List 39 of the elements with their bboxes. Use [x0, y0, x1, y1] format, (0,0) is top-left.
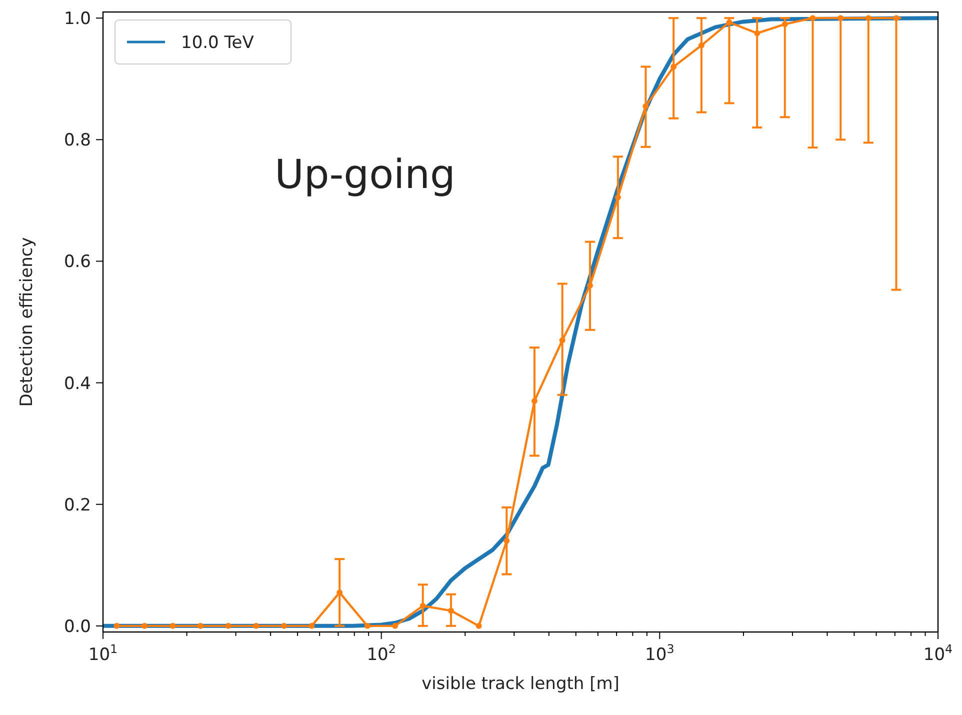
point — [476, 622, 482, 629]
x-tick-label: 10$^{3}$ — [645, 642, 674, 665]
point — [726, 19, 732, 26]
x-axis-title: visible track length [m] — [422, 674, 620, 694]
y-tick-label: 0.8 — [64, 130, 91, 151]
point — [559, 337, 566, 344]
legend-label: 10.0 TeV — [181, 33, 254, 53]
point — [782, 21, 788, 28]
point — [754, 30, 760, 36]
y-tick-label: 0.0 — [64, 616, 91, 637]
point — [142, 622, 148, 629]
point — [670, 64, 677, 70]
point — [114, 622, 120, 629]
y-tick-label: 0.6 — [64, 252, 91, 272]
point — [308, 622, 315, 629]
y-tick-label: 0.4 — [64, 374, 91, 394]
point — [448, 608, 454, 614]
point — [614, 194, 621, 200]
x-tick-label: 10$^{1}$ — [88, 642, 118, 665]
point — [336, 589, 343, 596]
point — [253, 622, 260, 629]
y-tick-label: 1.0 — [64, 9, 91, 30]
point — [531, 398, 538, 404]
point — [170, 622, 176, 629]
point — [698, 42, 704, 48]
y-axis-title: Detection efficiency — [17, 237, 37, 407]
point — [504, 538, 510, 544]
point — [364, 622, 370, 629]
point — [281, 622, 287, 629]
point — [642, 103, 649, 110]
point — [225, 622, 232, 629]
point — [420, 602, 426, 609]
point — [392, 622, 398, 629]
point — [197, 622, 204, 629]
x-tick-label: 10$^{4}$ — [923, 642, 953, 665]
x-tick-label: 10$^{2}$ — [366, 642, 396, 665]
point — [587, 282, 594, 289]
y-tick-label: 0.2 — [64, 495, 91, 516]
annotation: Up-going — [274, 152, 456, 198]
